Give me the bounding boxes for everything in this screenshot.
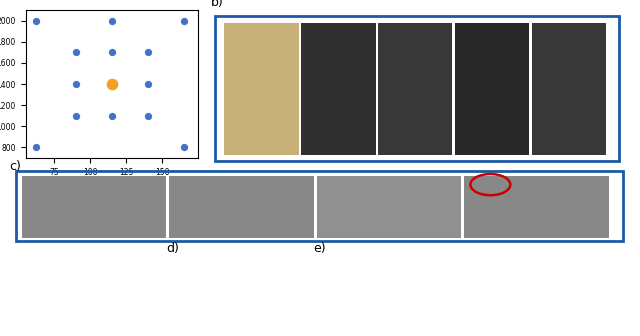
Text: c): c) [10, 161, 22, 173]
Point [71, 113, 81, 118]
Text: e): e) [313, 242, 326, 255]
Text: b): b) [211, 0, 224, 9]
FancyBboxPatch shape [301, 23, 376, 155]
Point [107, 50, 117, 55]
Point [143, 50, 153, 55]
X-axis label: Laser Power [W]: Laser Power [W] [76, 182, 148, 191]
Point [179, 145, 189, 150]
Point [107, 18, 117, 23]
FancyBboxPatch shape [170, 175, 314, 238]
FancyBboxPatch shape [224, 23, 298, 155]
Point [71, 50, 81, 55]
FancyBboxPatch shape [465, 175, 609, 238]
FancyBboxPatch shape [531, 23, 607, 155]
Point [107, 81, 117, 87]
Point [143, 81, 153, 87]
Point [179, 18, 189, 23]
Point [31, 18, 41, 23]
Point [31, 145, 41, 150]
Point [71, 81, 81, 87]
Text: d): d) [166, 242, 179, 255]
FancyBboxPatch shape [22, 175, 166, 238]
FancyBboxPatch shape [317, 175, 461, 238]
Point [143, 113, 153, 118]
Point [107, 113, 117, 118]
FancyBboxPatch shape [454, 23, 529, 155]
FancyBboxPatch shape [378, 23, 452, 155]
